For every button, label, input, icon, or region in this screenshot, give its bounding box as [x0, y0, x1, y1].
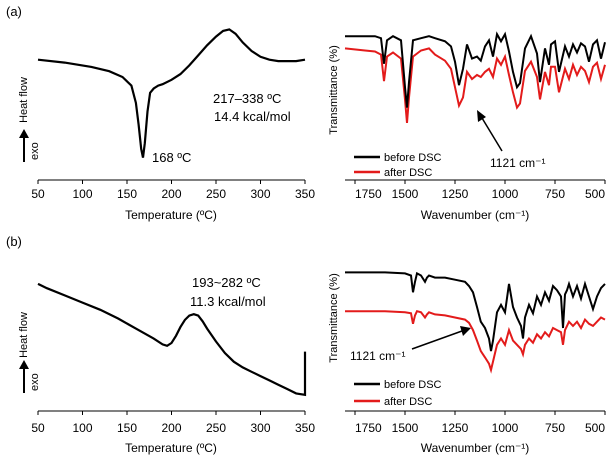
x-tick-label: 1250: [442, 187, 469, 201]
ftir-a-before-curve: [345, 31, 606, 108]
x-tick-label: 500: [585, 187, 605, 201]
x-tick-label: 500: [585, 421, 605, 435]
dsc-a-range-label: 217–338 ºC: [213, 91, 281, 106]
ftir-chart-b: 1750 1500 1250 1000 750 500 Wavenumber (cm⁻¹)…: [328, 271, 606, 455]
ftir-b-legend-before: before DSC: [384, 379, 442, 391]
x-tick-label: 200: [161, 187, 181, 201]
dsc-a-peak-label: 168 ºC: [152, 150, 191, 165]
exo-arrow-icon: [19, 129, 29, 162]
ftir-b-annotation: 1121 cm⁻¹: [350, 349, 405, 363]
x-tick-label: 350: [295, 187, 315, 201]
dsc-b-exo-label: exo: [29, 373, 41, 391]
dsc-a-x-ticks: 50 100 150 200 250 300 350: [31, 180, 315, 201]
x-tick-label: 50: [31, 421, 45, 435]
x-tick-label: 750: [545, 187, 565, 201]
x-tick-label: 1750: [355, 421, 382, 435]
panel-label-a: (a): [6, 4, 22, 19]
dsc-b-x-ticks: 50 100 150 200 250 300 350: [31, 411, 315, 435]
ftir-b-legend-after: after DSC: [384, 396, 432, 408]
ftir-a-legend-after: after DSC: [384, 167, 432, 179]
x-tick-label: 1000: [492, 421, 519, 435]
ftir-b-ylabel: Transmittance (%): [328, 273, 340, 362]
x-tick-label: 250: [206, 421, 226, 435]
x-tick-label: 1500: [392, 187, 419, 201]
dsc-b-enthalpy-label: 11.3 kcal/mol: [190, 294, 266, 309]
dsc-chart-b: 50 100 150 200 250 300 350 Temperature (ºC) He…: [18, 275, 315, 455]
ftir-a-ylabel: Transmittance (%): [328, 45, 340, 134]
dsc-a-xlabel: Temperature (ºC): [125, 208, 217, 222]
dsc-a-enthalpy-label: 14.4 kcal/mol: [214, 109, 291, 124]
ftir-b-after-curve: [345, 310, 606, 374]
exo-arrow-icon: [19, 360, 29, 393]
dsc-chart-a: 50 100 150 200 250 300 350 Temperature (ºC) He…: [18, 28, 315, 222]
x-tick-label: 150: [117, 421, 137, 435]
x-tick-label: 100: [72, 421, 92, 435]
x-tick-label: 250: [206, 187, 226, 201]
ftir-b-xlabel: Wavenumber (cm⁻¹): [421, 441, 530, 455]
dsc-b-xlabel: Temperature (ºC): [125, 441, 217, 455]
x-tick-label: 300: [250, 421, 270, 435]
x-tick-label: 750: [545, 421, 565, 435]
dsc-a-curve: [37, 28, 306, 158]
dsc-b-range-label: 193~282 ºC: [192, 275, 261, 290]
dsc-a-exo-label: exo: [29, 142, 41, 160]
x-tick-label: 1000: [492, 187, 519, 201]
ftir-b-annotation-arrow-icon: [411, 326, 471, 350]
x-tick-label: 50: [31, 187, 45, 201]
x-tick-label: 150: [117, 187, 137, 201]
dsc-b-curve: [37, 282, 307, 397]
ftir-a-annotation: 1121 cm⁻¹: [490, 156, 545, 170]
x-tick-label: 350: [295, 421, 315, 435]
ftir-a-xlabel: Wavenumber (cm⁻¹): [421, 208, 530, 222]
ftir-a-x-ticks: 1750 1500 1250 1000 750 500: [354, 180, 606, 201]
ftir-b-x-ticks: 1750 1500 1250 1000 750 500: [354, 411, 606, 435]
ftir-a-legend-before: before DSC: [384, 152, 442, 164]
panel-label-b: (b): [6, 234, 22, 249]
ftir-a-after-curve: [344, 47, 606, 123]
x-tick-label: 100: [72, 187, 92, 201]
x-tick-label: 300: [250, 187, 270, 201]
dsc-b-ylabel: Heat flow: [18, 312, 30, 358]
ftir-chart-a: 1750 1500 1250 1000 750 500 Wavenumber (cm⁻¹)…: [328, 31, 606, 222]
x-tick-label: 1500: [392, 421, 419, 435]
x-tick-label: 200: [161, 421, 181, 435]
ftir-a-annotation-arrow-icon: [477, 110, 503, 152]
x-tick-label: 1750: [355, 187, 382, 201]
x-tick-label: 1250: [442, 421, 469, 435]
ftir-b-before-curve: [345, 271, 606, 352]
dsc-a-ylabel: Heat flow: [18, 77, 30, 123]
